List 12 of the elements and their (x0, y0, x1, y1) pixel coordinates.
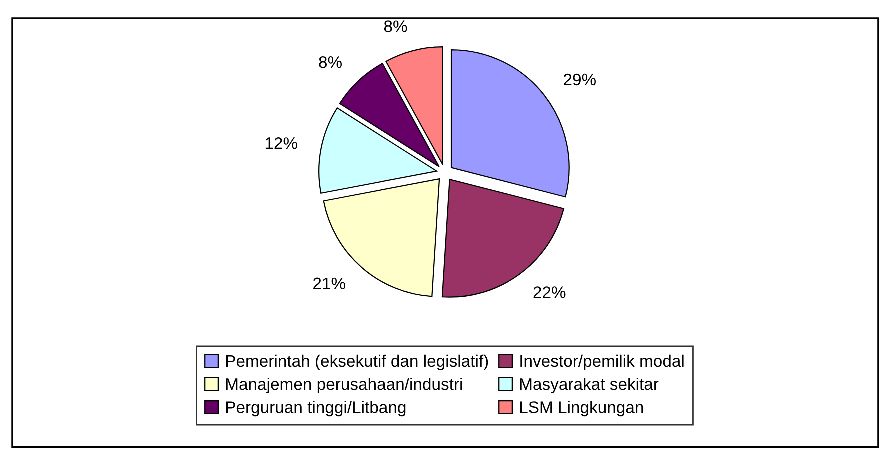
data-label: 21% (314, 278, 346, 290)
data-label: 22% (534, 286, 566, 298)
legend-label: LSM Lingkungan (520, 401, 644, 417)
legend-label: Pemerintah (eksekutif dan legislatif) (226, 354, 488, 370)
data-label: 29% (564, 74, 596, 86)
legend-label: Perguruan tinggi/Litbang (226, 401, 406, 417)
data-label: 12% (266, 138, 298, 150)
legend-label: Manajemen perusahaan/industri (226, 378, 462, 394)
data-label: 8% (319, 56, 342, 68)
data-label: 8% (384, 20, 408, 32)
legend-label: Investor/pemilik modal (520, 354, 684, 370)
legend-label: Masyarakat sekitar (520, 378, 659, 394)
